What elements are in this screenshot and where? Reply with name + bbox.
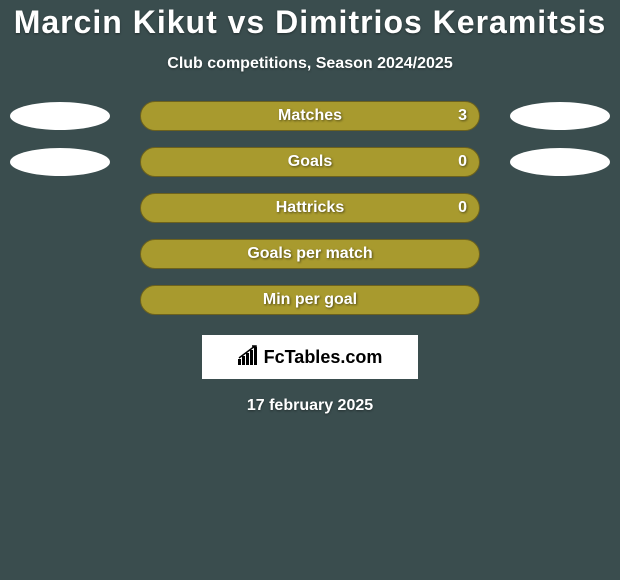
brand-box: FcTables.com (202, 335, 418, 379)
stat-label: Goals (288, 153, 332, 171)
stat-bar: Matches 3 (140, 101, 480, 131)
stat-rows: Matches 3 Goals 0 Hattricks 0 Goals per match M… (0, 101, 620, 315)
stat-row: Hattricks 0 (0, 193, 620, 223)
right-ellipse (510, 148, 610, 176)
stat-bar: Min per goal (140, 285, 480, 315)
left-ellipse (10, 102, 110, 130)
chart-container: Marcin Kikut vs Dimitrios Keramitsis Clu… (0, 0, 620, 580)
signal-bars-icon (238, 345, 260, 370)
stat-row: Goals per match (0, 239, 620, 269)
stat-bar: Goals per match (140, 239, 480, 269)
stat-value: 0 (458, 199, 467, 217)
stat-value: 0 (458, 153, 467, 171)
stat-label: Min per goal (263, 291, 357, 309)
stat-row: Matches 3 (0, 101, 620, 131)
stat-row: Min per goal (0, 285, 620, 315)
stat-value: 3 (458, 107, 467, 125)
stat-row: Goals 0 (0, 147, 620, 177)
stat-label: Hattricks (276, 199, 344, 217)
date-text: 17 february 2025 (247, 397, 373, 415)
brand-text: FcTables.com (264, 347, 383, 368)
stat-label: Goals per match (247, 245, 372, 263)
page-title: Marcin Kikut vs Dimitrios Keramitsis (14, 4, 607, 41)
left-ellipse (10, 148, 110, 176)
right-ellipse (510, 102, 610, 130)
stat-label: Matches (278, 107, 342, 125)
stat-bar: Hattricks 0 (140, 193, 480, 223)
stat-bar: Goals 0 (140, 147, 480, 177)
subtitle: Club competitions, Season 2024/2025 (167, 55, 452, 73)
